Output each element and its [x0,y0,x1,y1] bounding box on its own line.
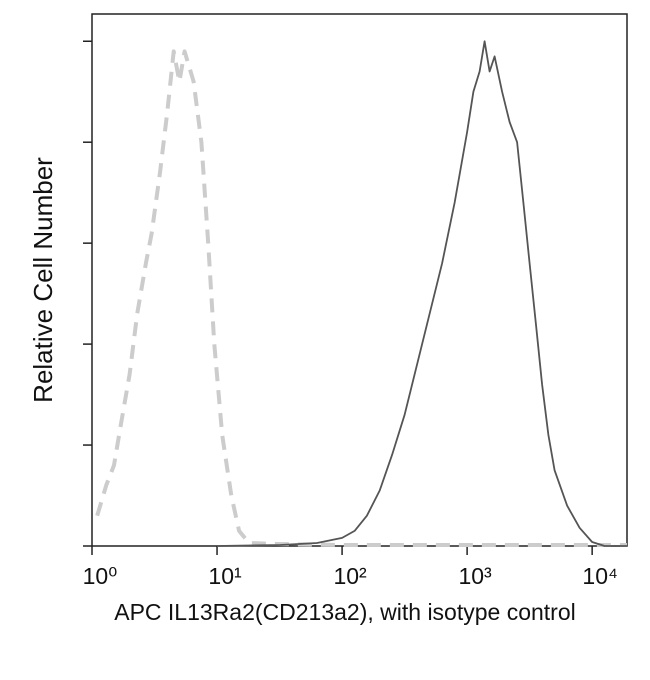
histogram-line [95,49,627,547]
y-axis-label: Relative Cell Number [28,157,58,403]
x-tick-label: 10² [333,563,367,589]
x-tick-label: 10¹ [208,563,242,589]
x-tick-label: 10³ [458,563,492,589]
histogram-line [216,40,627,547]
x-tick-label: 10⁰ [83,563,118,589]
x-axis-label: APC IL13Ra2(CD213a2), with isotype contr… [114,599,576,625]
plot-frame [91,13,628,547]
x-tick-label: 10⁴ [582,563,617,589]
